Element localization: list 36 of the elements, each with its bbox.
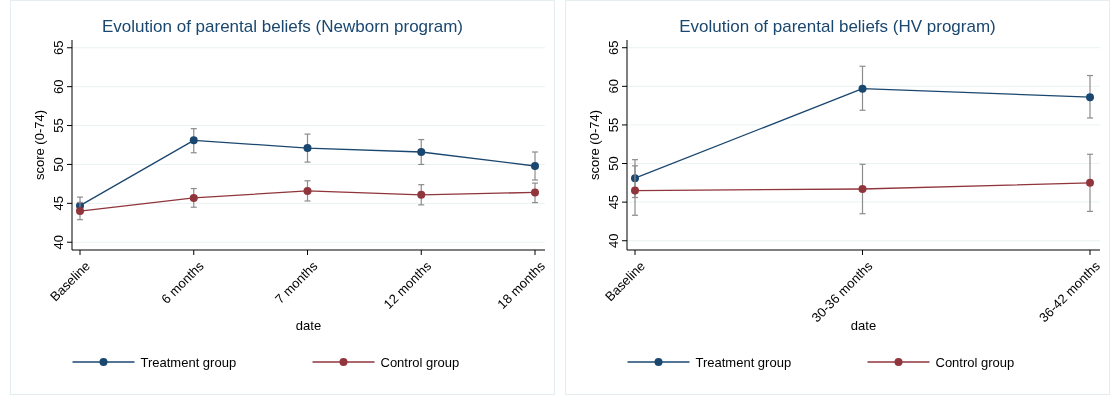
- y-tick-label: 40: [51, 234, 66, 250]
- chart-title: Evolution of parental beliefs (HV program): [679, 17, 996, 36]
- point: [631, 186, 639, 195]
- point: [189, 136, 198, 145]
- y-tick-label: 60: [606, 79, 621, 94]
- point: [531, 162, 539, 170]
- legend-label: Control group: [935, 355, 1015, 370]
- point: [417, 190, 426, 199]
- legend-label: Treatment group: [695, 355, 792, 370]
- y-tick-label: 65: [51, 40, 66, 56]
- y-tick-label: 40: [606, 233, 621, 248]
- y-tick-label: 45: [51, 196, 66, 211]
- point: [1086, 178, 1094, 187]
- point: [303, 186, 312, 195]
- y-tick-label: 55: [51, 118, 66, 133]
- y-tick-label: 65: [606, 40, 621, 55]
- point: [189, 193, 198, 202]
- legend-label: Control group: [380, 355, 460, 370]
- legend-label: Treatment group: [140, 355, 237, 370]
- chart-title: Evolution of parental beliefs (Newborn program): [102, 17, 463, 36]
- point: [531, 188, 539, 197]
- point: [858, 185, 867, 194]
- y-tick-label: 50: [51, 157, 66, 172]
- y-tick-label: 60: [51, 79, 66, 94]
- x-axis-title: date: [295, 318, 322, 333]
- point: [417, 148, 426, 156]
- y-axis-title: score (0-74): [32, 109, 47, 181]
- point: [303, 144, 312, 153]
- point: [76, 207, 84, 216]
- y-axis-title: score (0-74): [587, 109, 602, 181]
- x-axis-title: date: [850, 318, 877, 333]
- y-tick-label: 45: [606, 194, 621, 210]
- y-tick-label: 50: [606, 156, 621, 171]
- y-tick-label: 55: [606, 117, 621, 133]
- point: [1086, 93, 1094, 102]
- point: [858, 84, 867, 93]
